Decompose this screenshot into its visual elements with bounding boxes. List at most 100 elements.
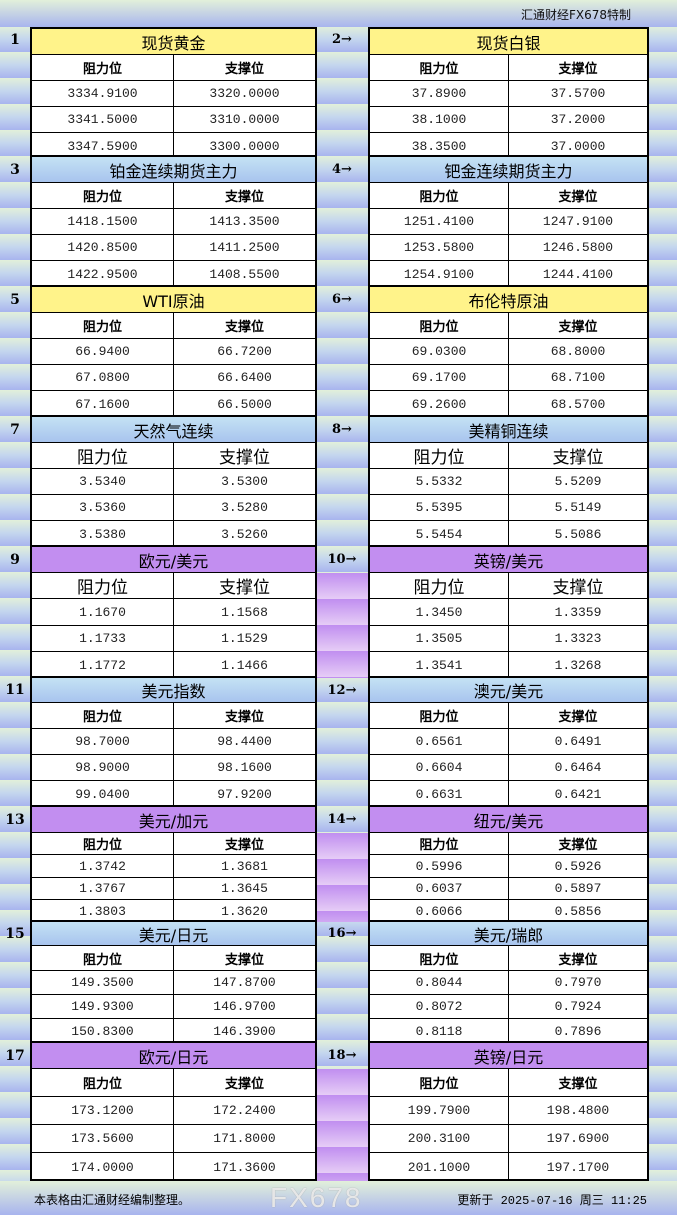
instrument-number: 2→ — [332, 32, 352, 47]
table-row: 98.7000 98.4400 — [32, 729, 315, 755]
column-header-row: 阻力位 支撑位 — [32, 313, 315, 339]
resistance-value: 173.5600 — [32, 1125, 174, 1152]
table-row: 201.1000 197.1700 — [370, 1153, 647, 1181]
table-row: 1.3450 1.3359 — [370, 599, 647, 626]
table-row: 1253.5800 1246.5800 — [370, 235, 647, 261]
support-value: 3.5280 — [221, 500, 268, 515]
instrument-table: 铂金连续期货主力 阻力位 支撑位 1418.1500 1413.3500 1420.850… — [30, 157, 317, 287]
table-row: 0.8118 0.7896 — [370, 1019, 647, 1043]
support-value: 0.5926 — [554, 858, 602, 874]
table-row: 0.6037 0.5897 — [370, 878, 647, 900]
table-row: 0.6066 0.5856 — [370, 900, 647, 922]
table-row: 69.2600 68.5700 — [370, 391, 647, 417]
support-header: 支撑位 — [224, 710, 264, 725]
resistance-header: 阻力位 — [370, 55, 509, 80]
resistance-value: 1.3742 — [32, 855, 174, 877]
table-row: 3.5360 3.5280 — [32, 495, 315, 521]
support-value: 1.3620 — [221, 903, 268, 919]
table-row: 98.9000 98.1600 — [32, 755, 315, 781]
support-header: 支撑位 — [224, 1077, 264, 1092]
table-row: 3341.5000 3310.0000 — [32, 107, 315, 133]
resistance-header: 阻力位 — [370, 833, 509, 854]
resistance-value: 0.6066 — [370, 900, 509, 922]
instrument-number: 18→ — [327, 1048, 357, 1063]
middle-stripe — [316, 53, 368, 157]
support-value: 3.5300 — [221, 474, 268, 489]
middle-stripe — [316, 183, 368, 287]
instrument-table: 纽元/美元 阻力位 支撑位 0.5996 0.5926 0.6037 0.5897 0.606… — [368, 807, 649, 922]
resistance-value: 38.1000 — [370, 107, 509, 132]
resistance-value: 69.0300 — [370, 339, 509, 364]
resistance-value: 0.6631 — [370, 781, 509, 807]
support-value: 1.1568 — [221, 604, 268, 620]
instrument-table: 欧元/美元 阻力位 支撑位 1.1670 1.1568 1.1733 1.1529 1.177… — [30, 547, 317, 678]
resistance-header: 阻力位 — [32, 55, 174, 80]
column-header-row: 阻力位 支撑位 — [32, 573, 315, 599]
column-header-row: 阻力位 支撑位 — [370, 1069, 647, 1097]
table-row: 0.6631 0.6421 — [370, 781, 647, 807]
resistance-header: 阻力位 — [32, 183, 174, 208]
instrument-title: 美元/日元 — [32, 922, 315, 946]
instrument-number: 15 — [5, 926, 25, 942]
support-value: 1.3681 — [221, 858, 268, 874]
table-row: 67.1600 66.5000 — [32, 391, 315, 417]
support-value: 3310.0000 — [209, 112, 280, 127]
column-header-row: 阻力位 支撑位 — [32, 703, 315, 729]
resistance-value: 1254.9100 — [370, 261, 509, 287]
resistance-value: 150.8300 — [32, 1019, 174, 1043]
instrument-number: 10→ — [327, 552, 357, 567]
table-row: 69.0300 68.8000 — [370, 339, 647, 365]
table-row: 3347.5900 3300.0000 — [32, 133, 315, 159]
resistance-value: 0.6604 — [370, 755, 509, 780]
instrument-number: 6→ — [332, 292, 352, 307]
resistance-value: 1.3505 — [370, 626, 509, 651]
resistance-value: 1.1670 — [32, 599, 174, 625]
resistance-value: 1418.1500 — [32, 209, 174, 234]
resistance-value: 3334.9100 — [32, 81, 174, 106]
middle-stripe — [316, 1069, 368, 1181]
instrument-title: 现货白银 — [370, 29, 647, 55]
resistance-value: 98.9000 — [32, 755, 174, 780]
table-row: 1254.9100 1244.4100 — [370, 261, 647, 287]
support-header: 支撑位 — [219, 578, 270, 598]
column-header-row: 阻力位 支撑位 — [32, 55, 315, 81]
column-header-row: 阻力位 支撑位 — [370, 443, 647, 469]
table-row: 1420.8500 1411.2500 — [32, 235, 315, 261]
instrument-table: 美精铜连续 阻力位 支撑位 5.5332 5.5209 5.5395 5.5149 5.545… — [368, 417, 649, 547]
support-value: 1.1466 — [221, 657, 268, 673]
column-header-row: 阻力位 支撑位 — [370, 313, 647, 339]
resistance-header: 阻力位 — [370, 183, 509, 208]
support-value: 198.4800 — [546, 1103, 610, 1118]
table-row: 38.3500 37.0000 — [370, 133, 647, 159]
support-value: 66.6400 — [217, 370, 272, 385]
support-value: 66.7200 — [217, 344, 272, 359]
instrument-table: 美元/日元 阻力位 支撑位 149.3500 147.8700 149.9300 146.9… — [30, 922, 317, 1043]
resistance-value: 99.0400 — [32, 781, 174, 807]
instrument-title: 现货黄金 — [32, 29, 315, 55]
table-row: 0.8044 0.7970 — [370, 971, 647, 995]
resistance-value: 200.3100 — [370, 1125, 509, 1152]
resistance-header: 阻力位 — [370, 703, 509, 728]
support-value: 5.5149 — [554, 500, 602, 515]
watermark-logo: FX678 — [270, 1182, 363, 1213]
support-value: 3320.0000 — [209, 86, 280, 101]
footer: 本表格由汇通财经编制整理。 更新于 2025-07-16 周三 11:25 — [0, 1181, 677, 1215]
table-row: 149.9300 146.9700 — [32, 995, 315, 1019]
resistance-value: 1.3541 — [370, 652, 509, 678]
support-header: 支撑位 — [558, 190, 598, 205]
resistance-value: 0.8044 — [370, 971, 509, 994]
instrument-number: 4→ — [332, 162, 352, 177]
support-value: 171.8000 — [213, 1131, 276, 1146]
resistance-value: 5.5395 — [370, 495, 509, 520]
support-value: 0.7924 — [554, 999, 602, 1014]
resistance-value: 1.1772 — [32, 652, 174, 678]
resistance-value: 0.8072 — [370, 995, 509, 1018]
support-value: 5.5086 — [554, 526, 602, 542]
instrument-number: 7 — [10, 422, 20, 438]
resistance-value: 3.5380 — [32, 521, 174, 547]
table-row: 1.3505 1.3323 — [370, 626, 647, 652]
table-row: 69.1700 68.7100 — [370, 365, 647, 391]
resistance-value: 1422.9500 — [32, 261, 174, 287]
support-value: 0.5897 — [554, 881, 602, 896]
support-header: 支撑位 — [552, 578, 604, 598]
